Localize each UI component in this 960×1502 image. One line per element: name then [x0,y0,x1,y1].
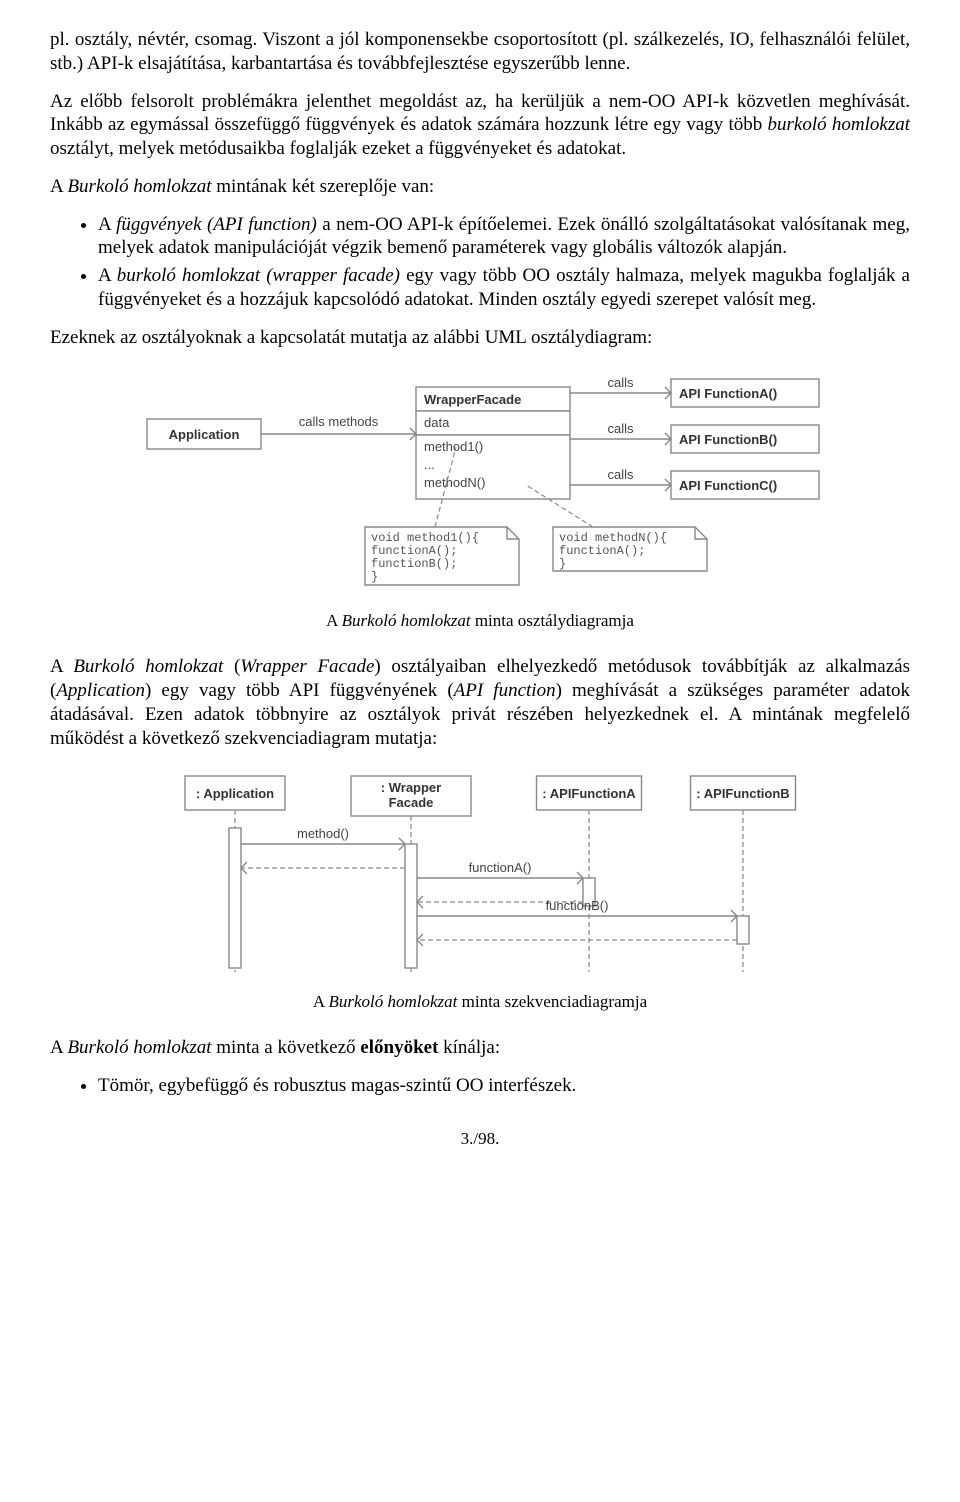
svg-text:data: data [424,415,450,430]
caption-sequence-diagram: A Burkoló homlokzat minta szekvenciadiag… [50,991,910,1012]
svg-text:calls: calls [607,375,634,390]
svg-text:functionA(): functionA() [468,860,531,875]
svg-text:API FunctionA(): API FunctionA() [679,386,777,401]
paragraph-1: pl. osztály, névtér, csomag. Viszont a j… [50,28,910,76]
bullet-advantage-1: Tömör, egybefüggő és robusztus magas-szi… [98,1074,910,1098]
c2-c: minta szekvenciadiagramja [457,992,647,1011]
svg-text:API FunctionC(): API FunctionC() [679,478,777,493]
caption-class-diagram: A Burkoló homlokzat minta osztálydiagram… [50,610,910,631]
bullet-list-2: Tömör, egybefüggő és robusztus magas-szi… [50,1074,910,1098]
paragraph-6: A Burkoló homlokzat minta a következő el… [50,1036,910,1060]
paragraph-2: Az előbb felsorolt problémákra jelenthet… [50,90,910,161]
c1-c: minta osztálydiagramja [471,611,634,630]
paragraph-5: A Burkoló homlokzat (Wrapper Facade) osz… [50,655,910,750]
b2-a: A [98,265,117,286]
svg-text:void methodN(){: void methodN(){ [559,531,667,545]
p3-b: Burkoló homlokzat [67,176,211,197]
bullet-list-1: A függvények (API function) a nem-OO API… [50,213,910,312]
page-footer: 3./98. [50,1128,910,1149]
p6-d: előnyöket [360,1037,438,1058]
svg-text:functionA();: functionA(); [559,544,645,558]
svg-text:: APIFunctionA: : APIFunctionA [542,786,636,801]
p6-c: minta a következő [212,1037,361,1058]
svg-text:calls methods: calls methods [298,414,378,429]
p2-c: osztályt, melyek metódusaikba foglalják … [50,138,626,159]
svg-text:Facade: Facade [388,795,433,810]
svg-text:API FunctionB(): API FunctionB() [679,432,777,447]
p5-c: ( [223,656,240,677]
svg-text:functionA();: functionA(); [371,544,457,558]
sequence-diagram: : Application : WrapperFacade : APIFunctio… [143,766,818,978]
paragraph-3: A Burkoló homlokzat mintának két szerepl… [50,175,910,199]
class-diagram: Application WrapperFacade data method1()...… [133,365,828,597]
p5-d: Wrapper Facade [240,656,374,677]
c1-b: Burkoló homlokzat [342,611,471,630]
svg-text:: Wrapper: : Wrapper [380,780,440,795]
bullet-api-function: A függvények (API function) a nem-OO API… [98,213,910,261]
p6-e: kínálja: [438,1037,500,1058]
b1-a: A [98,214,116,235]
p3-a: A [50,176,67,197]
svg-text:functionB(): functionB() [545,898,608,913]
p2-b: burkoló homlokzat [768,114,911,135]
svg-text:method1(): method1() [424,439,483,454]
c2-a: A [313,992,329,1011]
svg-text:: Application: : Application [195,786,273,801]
svg-text:void method1(){: void method1(){ [371,531,479,545]
svg-text:WrapperFacade: WrapperFacade [424,392,521,407]
p5-h: API function [454,680,556,701]
p6-b: Burkoló homlokzat [67,1037,211,1058]
svg-text:method(): method() [296,826,348,841]
p5-g: ) egy vagy több API függvényének ( [145,680,454,701]
p5-a: A [50,656,73,677]
svg-text:calls: calls [607,421,634,436]
p6-a: A [50,1037,67,1058]
svg-text:...: ... [424,457,435,472]
svg-text:: APIFunctionB: : APIFunctionB [696,786,789,801]
svg-text:calls: calls [607,467,634,482]
p3-c: mintának két szereplője van: [212,176,435,197]
svg-text:functionB();: functionB(); [371,557,457,571]
class-diagram-container: Application WrapperFacade data method1()...… [50,365,910,604]
c1-a: A [326,611,342,630]
p5-b: Burkoló homlokzat [73,656,223,677]
b2-b: burkoló homlokzat (wrapper facade) [117,265,400,286]
paragraph-4: Ezeknek az osztályoknak a kapcsolatát mu… [50,326,910,350]
bullet-wrapper-facade: A burkoló homlokzat (wrapper facade) egy… [98,264,910,312]
svg-text:}: } [559,557,566,571]
b1-b: függvények (API function) [116,214,317,235]
c2-b: Burkoló homlokzat [328,992,457,1011]
svg-text:methodN(): methodN() [424,475,485,490]
sequence-diagram-container: : Application : WrapperFacade : APIFunctio… [50,766,910,985]
p5-f: Application [56,680,145,701]
svg-text:Application: Application [168,427,239,442]
svg-text:}: } [371,570,378,584]
